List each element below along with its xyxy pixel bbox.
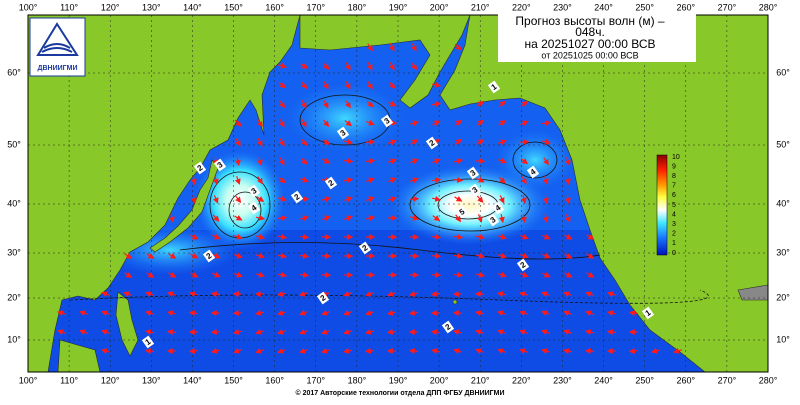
arrow <box>454 313 462 314</box>
lon-label: 150° <box>224 375 243 385</box>
lon-label: 230° <box>553 2 572 12</box>
arrow <box>234 313 242 314</box>
colorbar-label: 1 <box>672 240 676 247</box>
lat-label: 30° <box>776 247 790 257</box>
lon-label: 210° <box>471 375 490 385</box>
logo: ДВНИИГМИ <box>30 18 85 76</box>
colorbar-label: 8 <box>672 173 676 180</box>
lon-label: 220° <box>512 375 531 385</box>
lon-label: 240° <box>594 375 613 385</box>
colorbar-label: 2 <box>672 231 676 238</box>
lat-label: 20° <box>776 292 790 302</box>
title-line: от 20251025 00:00 ВСВ <box>541 50 638 60</box>
lon-label: 100° <box>19 2 38 12</box>
lon-label: 250° <box>635 375 654 385</box>
lon-label: 190° <box>389 2 408 12</box>
colorbar-label: 5 <box>672 202 676 209</box>
lon-label: 230° <box>553 375 572 385</box>
logo-text: ДВНИИГМИ <box>38 65 78 72</box>
lon-label: 220° <box>512 2 531 12</box>
lon-label: 280° <box>759 2 778 12</box>
lon-label: 280° <box>759 375 778 385</box>
lon-label: 200° <box>430 375 449 385</box>
arrow <box>278 218 286 219</box>
lon-label: 250° <box>635 2 654 12</box>
arrow <box>212 332 220 333</box>
lon-label: 270° <box>718 375 737 385</box>
lat-label: 50° <box>776 139 790 149</box>
lon-label: 140° <box>183 2 202 12</box>
lat-label: 30° <box>7 247 21 257</box>
lon-label: 190° <box>389 375 408 385</box>
arrow <box>432 256 440 257</box>
lon-label: 260° <box>676 375 695 385</box>
lon-label: 200° <box>430 2 449 12</box>
lon-label: 240° <box>594 2 613 12</box>
lon-label: 210° <box>471 2 490 12</box>
lon-label: 110° <box>60 375 78 385</box>
arrow <box>366 351 374 352</box>
colorbar-label: 9 <box>672 163 676 170</box>
arrow <box>432 332 440 333</box>
lon-label: 120° <box>101 375 120 385</box>
lon-label: 180° <box>348 2 367 12</box>
lon-label: 110° <box>60 2 78 12</box>
lon-label: 260° <box>676 2 695 12</box>
lon-label: 170° <box>306 2 325 12</box>
colorbar-label: 4 <box>672 211 676 218</box>
lat-label: 40° <box>776 198 790 208</box>
lat-label: 60° <box>7 67 21 77</box>
arrow <box>432 275 440 276</box>
colorbar-label: 0 <box>672 250 676 257</box>
wave-field <box>495 130 575 190</box>
colorbar-label: 3 <box>672 221 676 228</box>
footer: © 2017 Авторские технологии отдела ДПП Ф… <box>295 389 504 397</box>
lon-label: 100° <box>19 375 38 385</box>
lon-label: 170° <box>306 375 325 385</box>
lat-label: 20° <box>7 292 21 302</box>
colorbar-label: 10 <box>672 154 680 161</box>
lat-label: 60° <box>776 67 790 77</box>
lat-label: 50° <box>7 139 21 149</box>
lon-label: 150° <box>224 2 243 12</box>
lon-label: 140° <box>183 375 202 385</box>
lon-label: 160° <box>265 375 284 385</box>
lon-label: 130° <box>142 2 161 12</box>
arrow <box>410 199 418 200</box>
lat-label: 10° <box>776 334 790 344</box>
lon-label: 120° <box>101 2 120 12</box>
colorbar <box>657 155 667 255</box>
arrow <box>432 237 440 238</box>
lat-label: 10° <box>7 334 21 344</box>
lat-label: 40° <box>7 198 21 208</box>
colorbar-label: 7 <box>672 183 676 190</box>
title-line: на 20251027 00:00 ВСВ <box>525 37 656 51</box>
colorbar-label: 6 <box>672 192 676 199</box>
arrow <box>586 351 594 352</box>
title-box: Прогноз высоты волн (м) – 048ч. на 20251… <box>498 14 696 62</box>
lon-label: 160° <box>265 2 284 12</box>
arrow <box>146 351 154 352</box>
lon-label: 130° <box>142 375 161 385</box>
lon-label: 270° <box>718 2 737 12</box>
lon-label: 180° <box>348 375 367 385</box>
